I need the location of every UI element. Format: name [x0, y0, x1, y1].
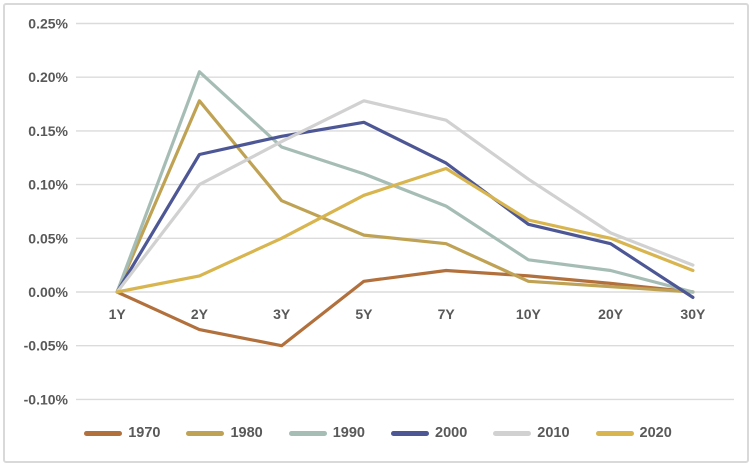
x-axis-category-labels: 1Y 2Y 3Y 5Y 7Y 10Y 20Y 30Y — [109, 306, 706, 322]
legend-label: 1970 — [128, 425, 161, 441]
legend-item-2010: 2010 — [493, 425, 570, 441]
legend-label: 1980 — [230, 425, 263, 441]
legend-item-2000: 2000 — [391, 426, 467, 441]
x-category-label: 10Y — [516, 306, 542, 322]
x-category-label: 2Y — [191, 306, 209, 322]
x-category-label: 20Y — [598, 306, 624, 322]
chart-legend: 1970 1980 1990 2000 2010 2020 — [0, 426, 756, 441]
x-category-label: 3Y — [273, 306, 291, 322]
gridlines — [76, 22, 734, 401]
legend-swatch-icon — [391, 430, 429, 436]
legend-item-1980: 1980 — [186, 425, 263, 441]
series-line-2000 — [115, 120, 695, 299]
y-tick-label: 0.25% — [28, 16, 68, 32]
legend-label: 1990 — [332, 425, 365, 441]
legend-item-1990: 1990 — [288, 425, 365, 441]
y-axis-tick-labels: 0.25% 0.20% 0.15% 0.10% 0.05% 0.00% -0.05% -0.1… — [24, 16, 69, 408]
series-line-1980 — [115, 99, 695, 294]
series-line-1970 — [115, 268, 695, 348]
y-tick-label: 0.00% — [28, 284, 68, 300]
legend-swatch-icon — [288, 430, 327, 436]
y-tick-label: 0.15% — [28, 123, 68, 139]
y-tick-label: 0.20% — [28, 69, 68, 85]
chart-border-frame — [3, 3, 749, 463]
legend-item-2020: 2020 — [595, 425, 672, 441]
y-tick-label: -0.10% — [24, 391, 69, 407]
legend-swatch-icon — [186, 430, 225, 436]
legend-swatch-icon — [84, 430, 123, 436]
legend-swatch-icon — [493, 430, 532, 436]
y-tick-label: 0.10% — [28, 177, 68, 193]
x-category-label: 1Y — [109, 306, 127, 322]
y-tick-label: -0.05% — [24, 338, 69, 354]
series-line-2010 — [115, 99, 695, 294]
legend-item-1970: 1970 — [84, 426, 160, 441]
legend-label: 2020 — [639, 425, 672, 441]
series-line-1990 — [115, 70, 695, 294]
legend-label: 2010 — [537, 425, 570, 441]
legend-label: 2000 — [435, 425, 468, 441]
series-line-2020 — [115, 166, 695, 294]
x-category-label: 7Y — [438, 306, 456, 322]
x-category-label: 5Y — [355, 306, 373, 322]
x-category-label: 30Y — [680, 306, 706, 322]
legend-swatch-icon — [595, 430, 634, 436]
y-tick-label: 0.05% — [28, 230, 68, 246]
